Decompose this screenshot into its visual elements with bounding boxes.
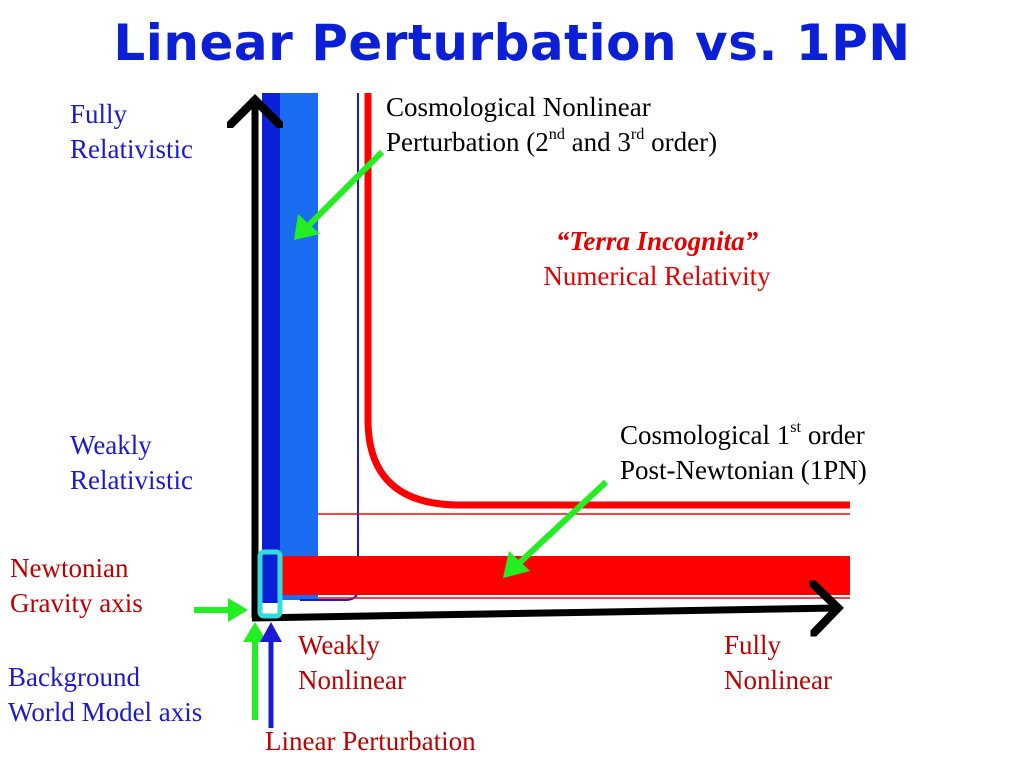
label-numerical-relativity: Numerical Relativity (543, 261, 771, 292)
green-arrow-newtonian (194, 598, 248, 622)
label-fully-nonlinear: Fully Nonlinear (724, 630, 832, 696)
horizontal-axis (251, 608, 838, 618)
background-world-model-band (262, 93, 280, 603)
label-cosmological-nonlinear-perturbation: Cosmological Nonlinear Perturbation (2nd… (386, 92, 718, 158)
label-newtonian-gravity-axis: Newtonian Gravity axis (10, 553, 143, 619)
post-newtonian-band (282, 556, 850, 595)
label-linear-perturbation: Linear Perturbation (265, 726, 476, 756)
origin-highlight-box (257, 549, 283, 619)
green-arrow-nonlinear (294, 149, 385, 240)
linear-perturbation-band (280, 93, 318, 600)
label-cosmological-1pn: Cosmological 1st order Post-Newtonian (1… (620, 418, 867, 486)
blue-arrow-linear (260, 622, 282, 728)
green-arrow-background (243, 622, 267, 720)
label-terra-incognita-block: “Terra Incognita” Numerical Relativity (508, 224, 806, 294)
green-arrow-1pn (503, 479, 609, 578)
label-terra-incognita: “Terra Incognita” (555, 226, 759, 256)
page-title: Linear Perturbation vs. 1PN (113, 14, 911, 72)
label-weakly-relativistic: Weakly Relativistic (70, 430, 193, 496)
label-background-world-model-axis: Background World Model axis (8, 662, 203, 728)
label-fully-relativistic: Fully Relativistic (70, 99, 193, 165)
nonlinear-boundary-curve (364, 93, 850, 509)
label-weakly-nonlinear: Weakly Nonlinear (298, 630, 406, 696)
